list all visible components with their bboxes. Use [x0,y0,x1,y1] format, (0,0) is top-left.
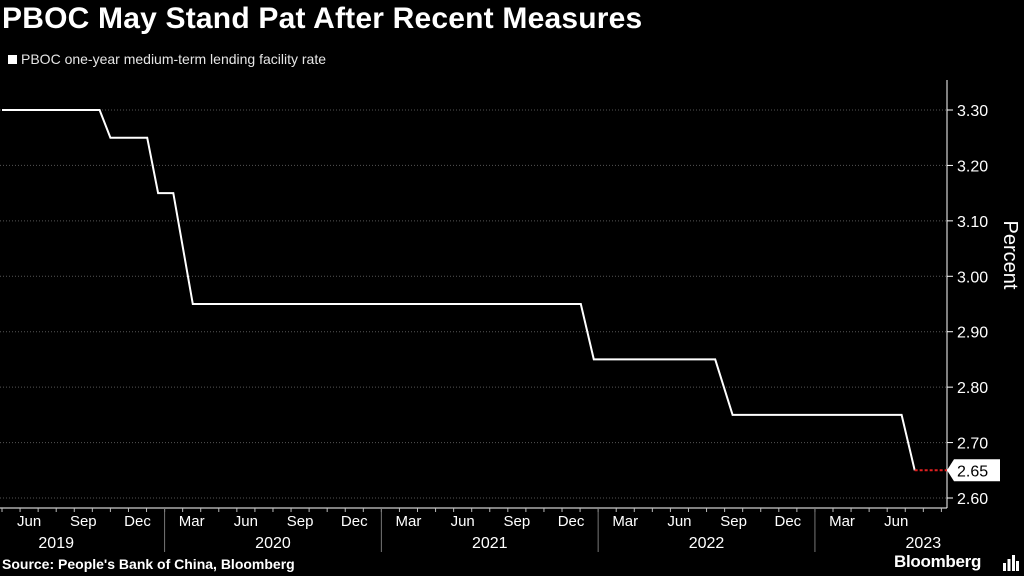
last-value-label: 2.65 [957,463,988,480]
x-tick-label: Mar [612,513,638,530]
y-tick-label: 3.10 [957,214,988,231]
x-tick-label: Mar [179,513,205,530]
x-tick-label: Jun [234,513,258,530]
bloomberg-chart-icon [1003,555,1019,571]
x-tick-label: Mar [396,513,422,530]
x-tick-label: Jun [667,513,691,530]
bloomberg-logo: Bloomberg [894,552,982,571]
y-tick-label: 3.20 [957,158,988,175]
chart-title: PBOC May Stand Pat After Recent Measures [2,2,643,35]
y-tick-label: 2.70 [957,436,988,453]
year-label: 2020 [255,535,291,552]
x-tick-label: Jun [884,513,908,530]
x-tick-label: Sep [70,513,97,530]
x-tick-label: Sep [287,513,314,530]
x-tick-label: Dec [558,513,585,530]
x-tick-label: Dec [341,513,368,530]
year-label: 2023 [906,535,942,552]
x-tick-label: Sep [504,513,531,530]
x-tick-label: Dec [774,513,801,530]
last-value-badge [947,459,1000,482]
x-tick-label: Dec [124,513,151,530]
year-label: 2021 [472,535,508,552]
x-tick-label: Mar [829,513,855,530]
legend-swatch [8,54,17,64]
y-tick-label: 2.60 [957,491,988,508]
year-label: 2019 [38,535,74,552]
legend-label: PBOC one-year medium-term lending facili… [21,51,327,67]
y-axis-title: Percent [999,221,1021,290]
x-tick-label: Jun [451,513,475,530]
x-tick-label: Jun [17,513,41,530]
legend: PBOC one-year medium-term lending facili… [8,51,326,67]
series-line [2,109,916,471]
year-label: 2022 [689,535,725,552]
y-tick-label: 3.00 [957,269,988,286]
y-tick-label: 2.80 [957,380,988,397]
y-tick-label: 3.30 [957,103,988,120]
source-note: Source: People's Bank of China, Bloomber… [2,556,295,572]
x-tick-label: Sep [720,513,747,530]
y-tick-label: 2.90 [957,325,988,342]
